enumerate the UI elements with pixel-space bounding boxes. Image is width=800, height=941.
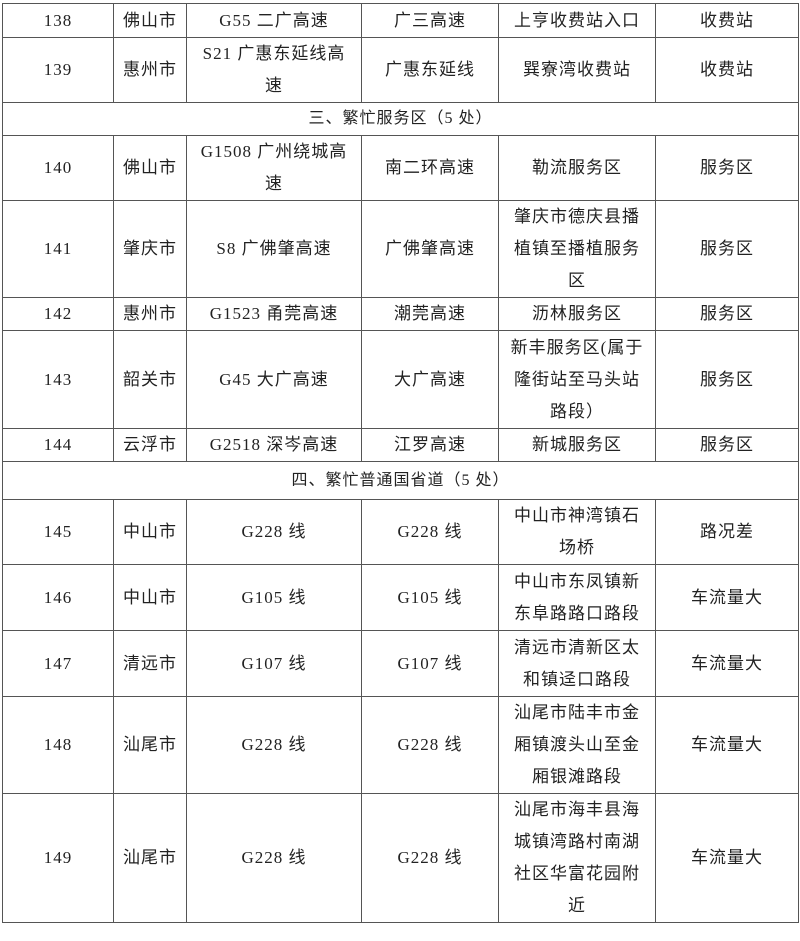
cell-city: 云浮市 — [113, 428, 187, 462]
cell-category: 收费站 — [655, 3, 799, 38]
cell-category: 车流量大 — [655, 793, 799, 923]
cell-city: 惠州市 — [113, 297, 187, 331]
cell-city: 惠州市 — [113, 37, 187, 103]
cell-city: 汕尾市 — [113, 696, 187, 794]
cell-location: 中山市神湾镇石 场桥 — [498, 499, 656, 565]
cell-no: 143 — [2, 330, 114, 429]
table-row: 144 云浮市 G2518 深岑高速 江罗高速 新城服务区 服务区 — [2, 428, 799, 462]
cell-no: 148 — [2, 696, 114, 794]
cell-category: 收费站 — [655, 37, 799, 103]
cell-section: 大广高速 — [361, 330, 499, 429]
section-header-row: 四、繁忙普通国省道（5 处） — [2, 461, 799, 500]
cell-location: 新丰服务区(属于 隆街站至马头站 路段） — [498, 330, 656, 429]
cell-category: 服务区 — [655, 428, 799, 462]
cell-category: 路况差 — [655, 499, 799, 565]
table-row: 140 佛山市 G1508 广州绕城高 速南二环高速 勒流服务区 服务区 — [2, 135, 799, 201]
cell-section: G107 线 — [361, 630, 499, 697]
cell-no: 138 — [2, 3, 114, 38]
table-row: 148 汕尾市 G228 线 G228 线汕尾市陆丰市金 厢镇渡头山至金 厢银滩路段车… — [2, 696, 799, 794]
cell-location: 肇庆市德庆县播 植镇至播植服务 区 — [498, 200, 656, 298]
cell-section: 潮莞高速 — [361, 297, 499, 331]
cell-no: 146 — [2, 564, 114, 631]
table-row: 138 佛山市 G55 二广高速 广三高速 上亨收费站入口 收费站 — [2, 3, 799, 38]
cell-category: 服务区 — [655, 135, 799, 201]
section-header-row: 三、繁忙服务区（5 处） — [2, 102, 799, 136]
cell-section: 南二环高速 — [361, 135, 499, 201]
cell-city: 中山市 — [113, 499, 187, 565]
cell-no: 144 — [2, 428, 114, 462]
table-row: 145 中山市 G228 线 G228 线中山市神湾镇石 场桥 路况差 — [2, 499, 799, 565]
cell-section: G228 线 — [361, 499, 499, 565]
cell-section: G228 线 — [361, 793, 499, 923]
cell-road: G1523 甬莞高速 — [186, 297, 362, 331]
cell-section: G105 线 — [361, 564, 499, 631]
cell-no: 145 — [2, 499, 114, 565]
cell-category: 车流量大 — [655, 696, 799, 794]
cell-no: 141 — [2, 200, 114, 298]
cell-road: S8 广佛肇高速 — [186, 200, 362, 298]
cell-road: G228 线 — [186, 499, 362, 565]
cell-location: 汕尾市海丰县海 城镇湾路村南湖 社区华富花园附 近 — [498, 793, 656, 923]
cell-section: G228 线 — [361, 696, 499, 794]
cell-no: 147 — [2, 630, 114, 697]
cell-location: 勒流服务区 — [498, 135, 656, 201]
cell-road: G55 二广高速 — [186, 3, 362, 38]
cell-road: G228 线 — [186, 696, 362, 794]
table-row: 146 中山市 G105 线 G105 线中山市东凤镇新 东阜路路口路段 车流量大 — [2, 564, 799, 631]
congestion-points-table: 138 佛山市 G55 二广高速 广三高速 上亨收费站入口 收费站 139 惠州市 S21 广惠… — [2, 3, 799, 923]
cell-no: 139 — [2, 37, 114, 103]
cell-location: 中山市东凤镇新 东阜路路口路段 — [498, 564, 656, 631]
cell-no: 149 — [2, 793, 114, 923]
cell-road: G1508 广州绕城高 速 — [186, 135, 362, 201]
cell-road: G107 线 — [186, 630, 362, 697]
cell-no: 142 — [2, 297, 114, 331]
table-row: 147 清远市 G107 线 G107 线清远市清新区太 和镇迳口路段 车流量大 — [2, 630, 799, 697]
cell-location: 清远市清新区太 和镇迳口路段 — [498, 630, 656, 697]
cell-location: 巽寮湾收费站 — [498, 37, 656, 103]
cell-location: 新城服务区 — [498, 428, 656, 462]
cell-city: 清远市 — [113, 630, 187, 697]
cell-section: 广惠东延线 — [361, 37, 499, 103]
cell-city: 佛山市 — [113, 3, 187, 38]
cell-city: 佛山市 — [113, 135, 187, 201]
cell-location: 沥林服务区 — [498, 297, 656, 331]
table-row: 143 韶关市 G45 大广高速 大广高速 新丰服务区(属于 隆街站至马头站 路段） 服务… — [2, 330, 799, 429]
table-row: 149 汕尾市 G228 线 G228 线汕尾市海丰县海 城镇湾路村南湖 社区华富花园… — [2, 793, 799, 923]
cell-location: 汕尾市陆丰市金 厢镇渡头山至金 厢银滩路段 — [498, 696, 656, 794]
cell-category: 服务区 — [655, 200, 799, 298]
cell-location: 上亨收费站入口 — [498, 3, 656, 38]
cell-section: 江罗高速 — [361, 428, 499, 462]
cell-city: 肇庆市 — [113, 200, 187, 298]
section-title: 三、繁忙服务区（5 处） — [2, 102, 799, 136]
cell-category: 服务区 — [655, 297, 799, 331]
cell-road: G105 线 — [186, 564, 362, 631]
table-row: 139 惠州市 S21 广惠东延线高 速广惠东延线 巽寮湾收费站 收费站 — [2, 37, 799, 103]
cell-road: G45 大广高速 — [186, 330, 362, 429]
cell-road: S21 广惠东延线高 速 — [186, 37, 362, 103]
table-row: 141 肇庆市 S8 广佛肇高速 广佛肇高速 肇庆市德庆县播 植镇至播植服务 区服务区 — [2, 200, 799, 298]
cell-road: G228 线 — [186, 793, 362, 923]
cell-city: 汕尾市 — [113, 793, 187, 923]
cell-city: 中山市 — [113, 564, 187, 631]
cell-no: 140 — [2, 135, 114, 201]
table-row: 142 惠州市 G1523 甬莞高速 潮莞高速 沥林服务区 服务区 — [2, 297, 799, 331]
section-title: 四、繁忙普通国省道（5 处） — [2, 461, 799, 500]
cell-section: 广三高速 — [361, 3, 499, 38]
cell-road: G2518 深岑高速 — [186, 428, 362, 462]
cell-section: 广佛肇高速 — [361, 200, 499, 298]
cell-category: 车流量大 — [655, 564, 799, 631]
cell-category: 服务区 — [655, 330, 799, 429]
cell-city: 韶关市 — [113, 330, 187, 429]
cell-category: 车流量大 — [655, 630, 799, 697]
